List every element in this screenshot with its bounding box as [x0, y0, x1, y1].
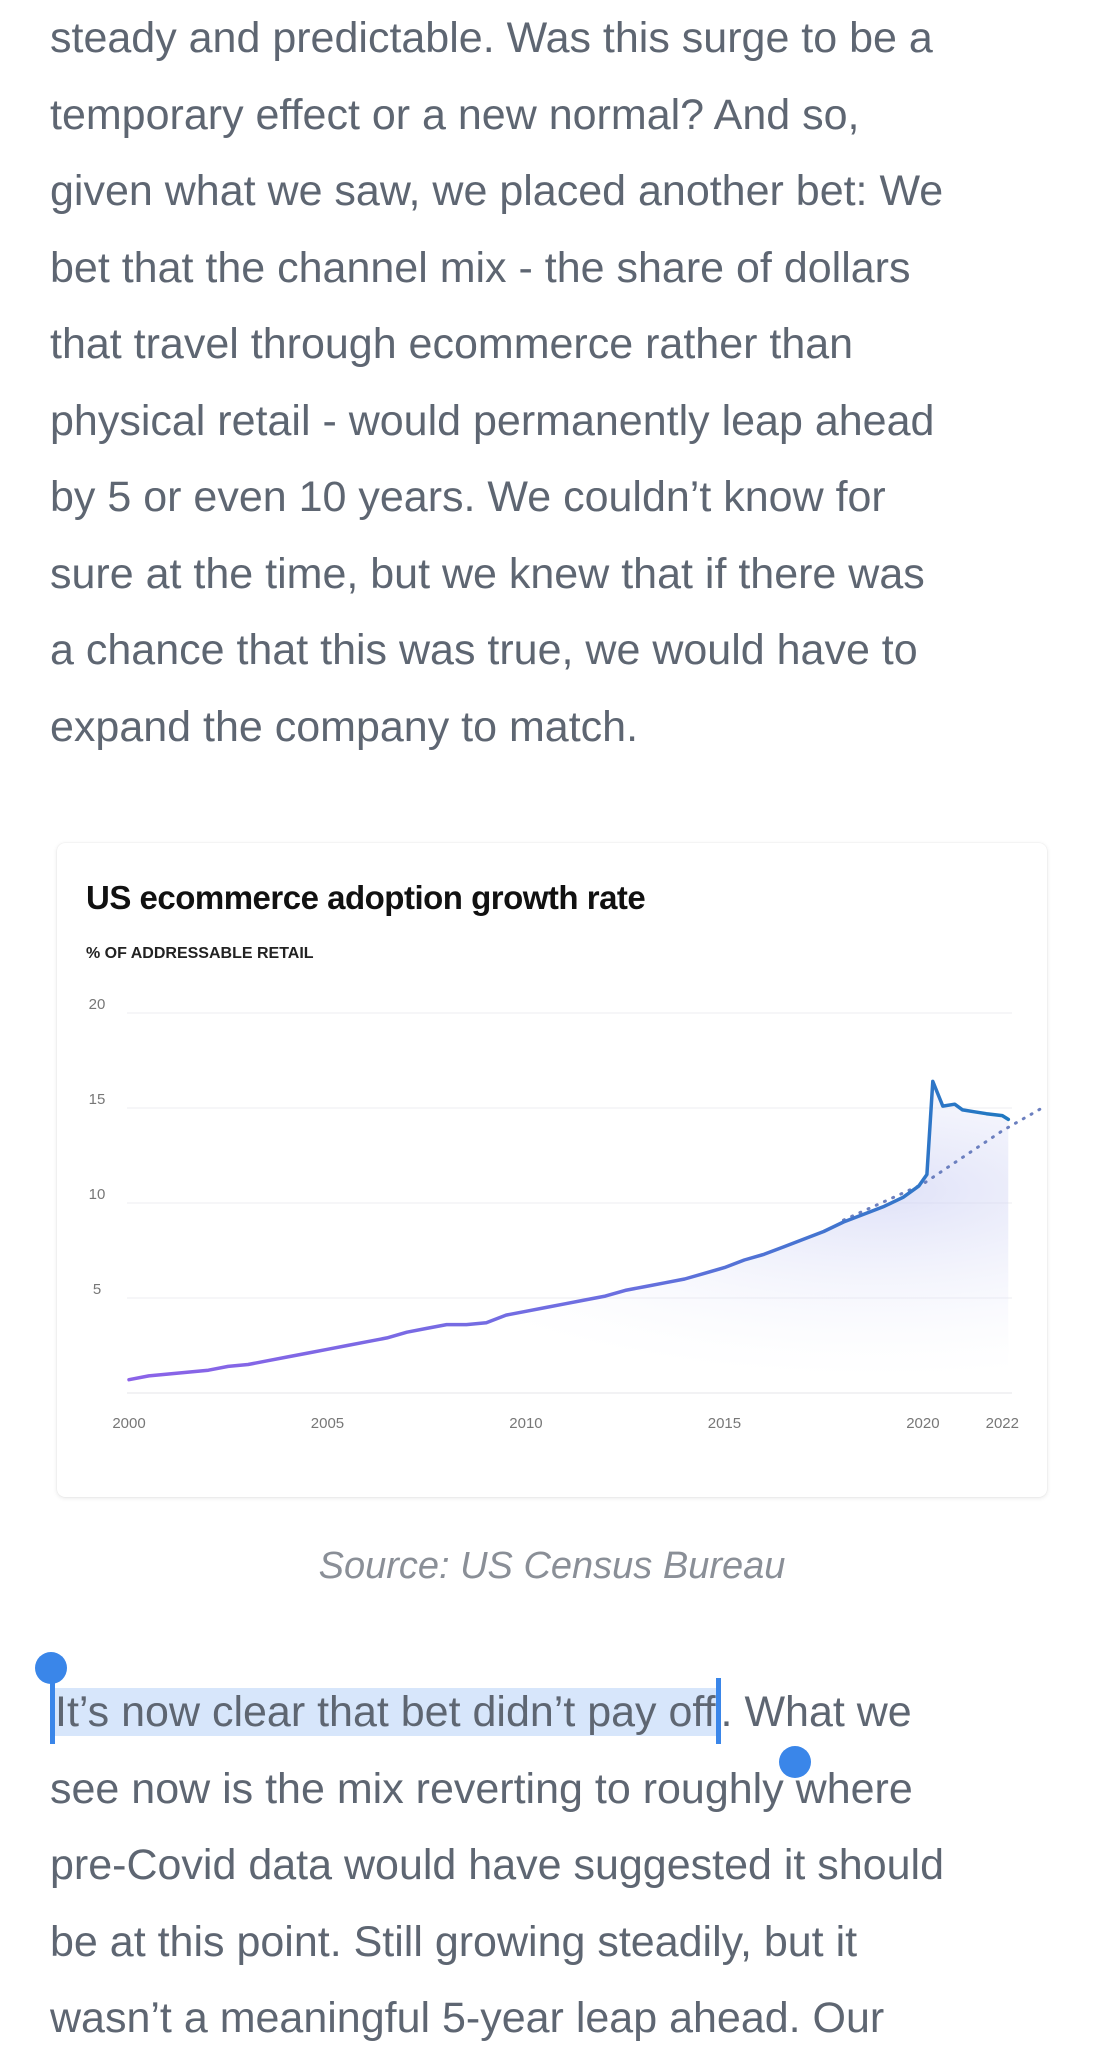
paragraph-top-line: physical retail - would permanently leap… — [50, 396, 935, 445]
trend-line-dotted — [842, 1106, 1044, 1222]
line-chart: 5 10 15 20 2000 2005 2010 2015 2020 2022 — [89, 996, 1044, 1432]
paragraph-bottom-line: see now is the mix reverting to roughly … — [50, 1764, 913, 1813]
x-tick-label: 2015 — [708, 1415, 741, 1432]
paragraph-top-line: bet that the channel mix - the share of … — [50, 243, 911, 292]
paragraph-top-line: sure at the time, but we knew that if th… — [50, 549, 925, 598]
selection-start-handle[interactable] — [35, 1652, 67, 1684]
paragraph-top-line: by 5 or even 10 years. We couldn’t know … — [50, 473, 886, 521]
area-fill — [129, 1081, 1009, 1393]
paragraph-top: steady and predictable. Was this surge t… — [50, 0, 1070, 765]
paragraph-top-line: a chance that this was true, we would ha… — [50, 626, 918, 674]
y-tick-label: 15 — [89, 1091, 106, 1108]
x-tick-label: 2022 — [986, 1415, 1019, 1432]
selection-end-caret[interactable] — [715, 1677, 721, 1744]
selection-start-caret[interactable] — [50, 1677, 55, 1744]
chart-card: US ecommerce adoption growth rate % OF A… — [57, 843, 1047, 1497]
selected-text[interactable]: It’s now clear that bet didn’t pay off — [55, 1688, 716, 1736]
image-caption: Source: US Census Bureau — [318, 1545, 786, 1587]
paragraph-top-line: given what we saw, we placed another bet… — [50, 167, 944, 215]
y-tick-label: 5 — [93, 1281, 101, 1298]
chart-subtitle: % OF ADDRESSABLE RETAIL — [86, 945, 314, 962]
y-tick-label: 20 — [89, 996, 106, 1013]
line-rest: . What we — [720, 1688, 912, 1736]
paragraph-top-line: steady and predictable. Was this surge t… — [50, 14, 933, 62]
paragraph-bottom-line: wasn’t a meaningful 5-year leap ahead. O… — [50, 1994, 885, 2042]
x-tick-label: 2010 — [509, 1415, 542, 1432]
paragraph-bottom[interactable]: It’s now clear that bet didn’t pay off. … — [50, 1674, 1070, 2048]
paragraph-top-line: expand the company to match. — [50, 702, 639, 751]
x-tick-label: 2000 — [112, 1415, 145, 1432]
paragraph-bottom-line: be at this point. Still growing steadily… — [50, 1917, 858, 1966]
x-tick-label: 2005 — [311, 1415, 344, 1432]
selection-end-handle[interactable] — [779, 1746, 811, 1778]
paragraph-top-line: temporary effect or a new normal? And so… — [50, 90, 860, 139]
chart-title: US ecommerce adoption growth rate — [86, 879, 646, 916]
series-line-actual — [127, 1079, 1011, 1382]
paragraph-top-line: that travel through ecommerce rather tha… — [50, 320, 854, 368]
y-tick-label: 10 — [89, 1186, 106, 1203]
paragraph-bottom-line: It’s now clear that bet didn’t pay off. … — [50, 1674, 1070, 1751]
x-tick-label: 2020 — [906, 1415, 939, 1432]
paragraph-bottom-line: pre-Covid data would have suggested it s… — [50, 1841, 945, 1889]
